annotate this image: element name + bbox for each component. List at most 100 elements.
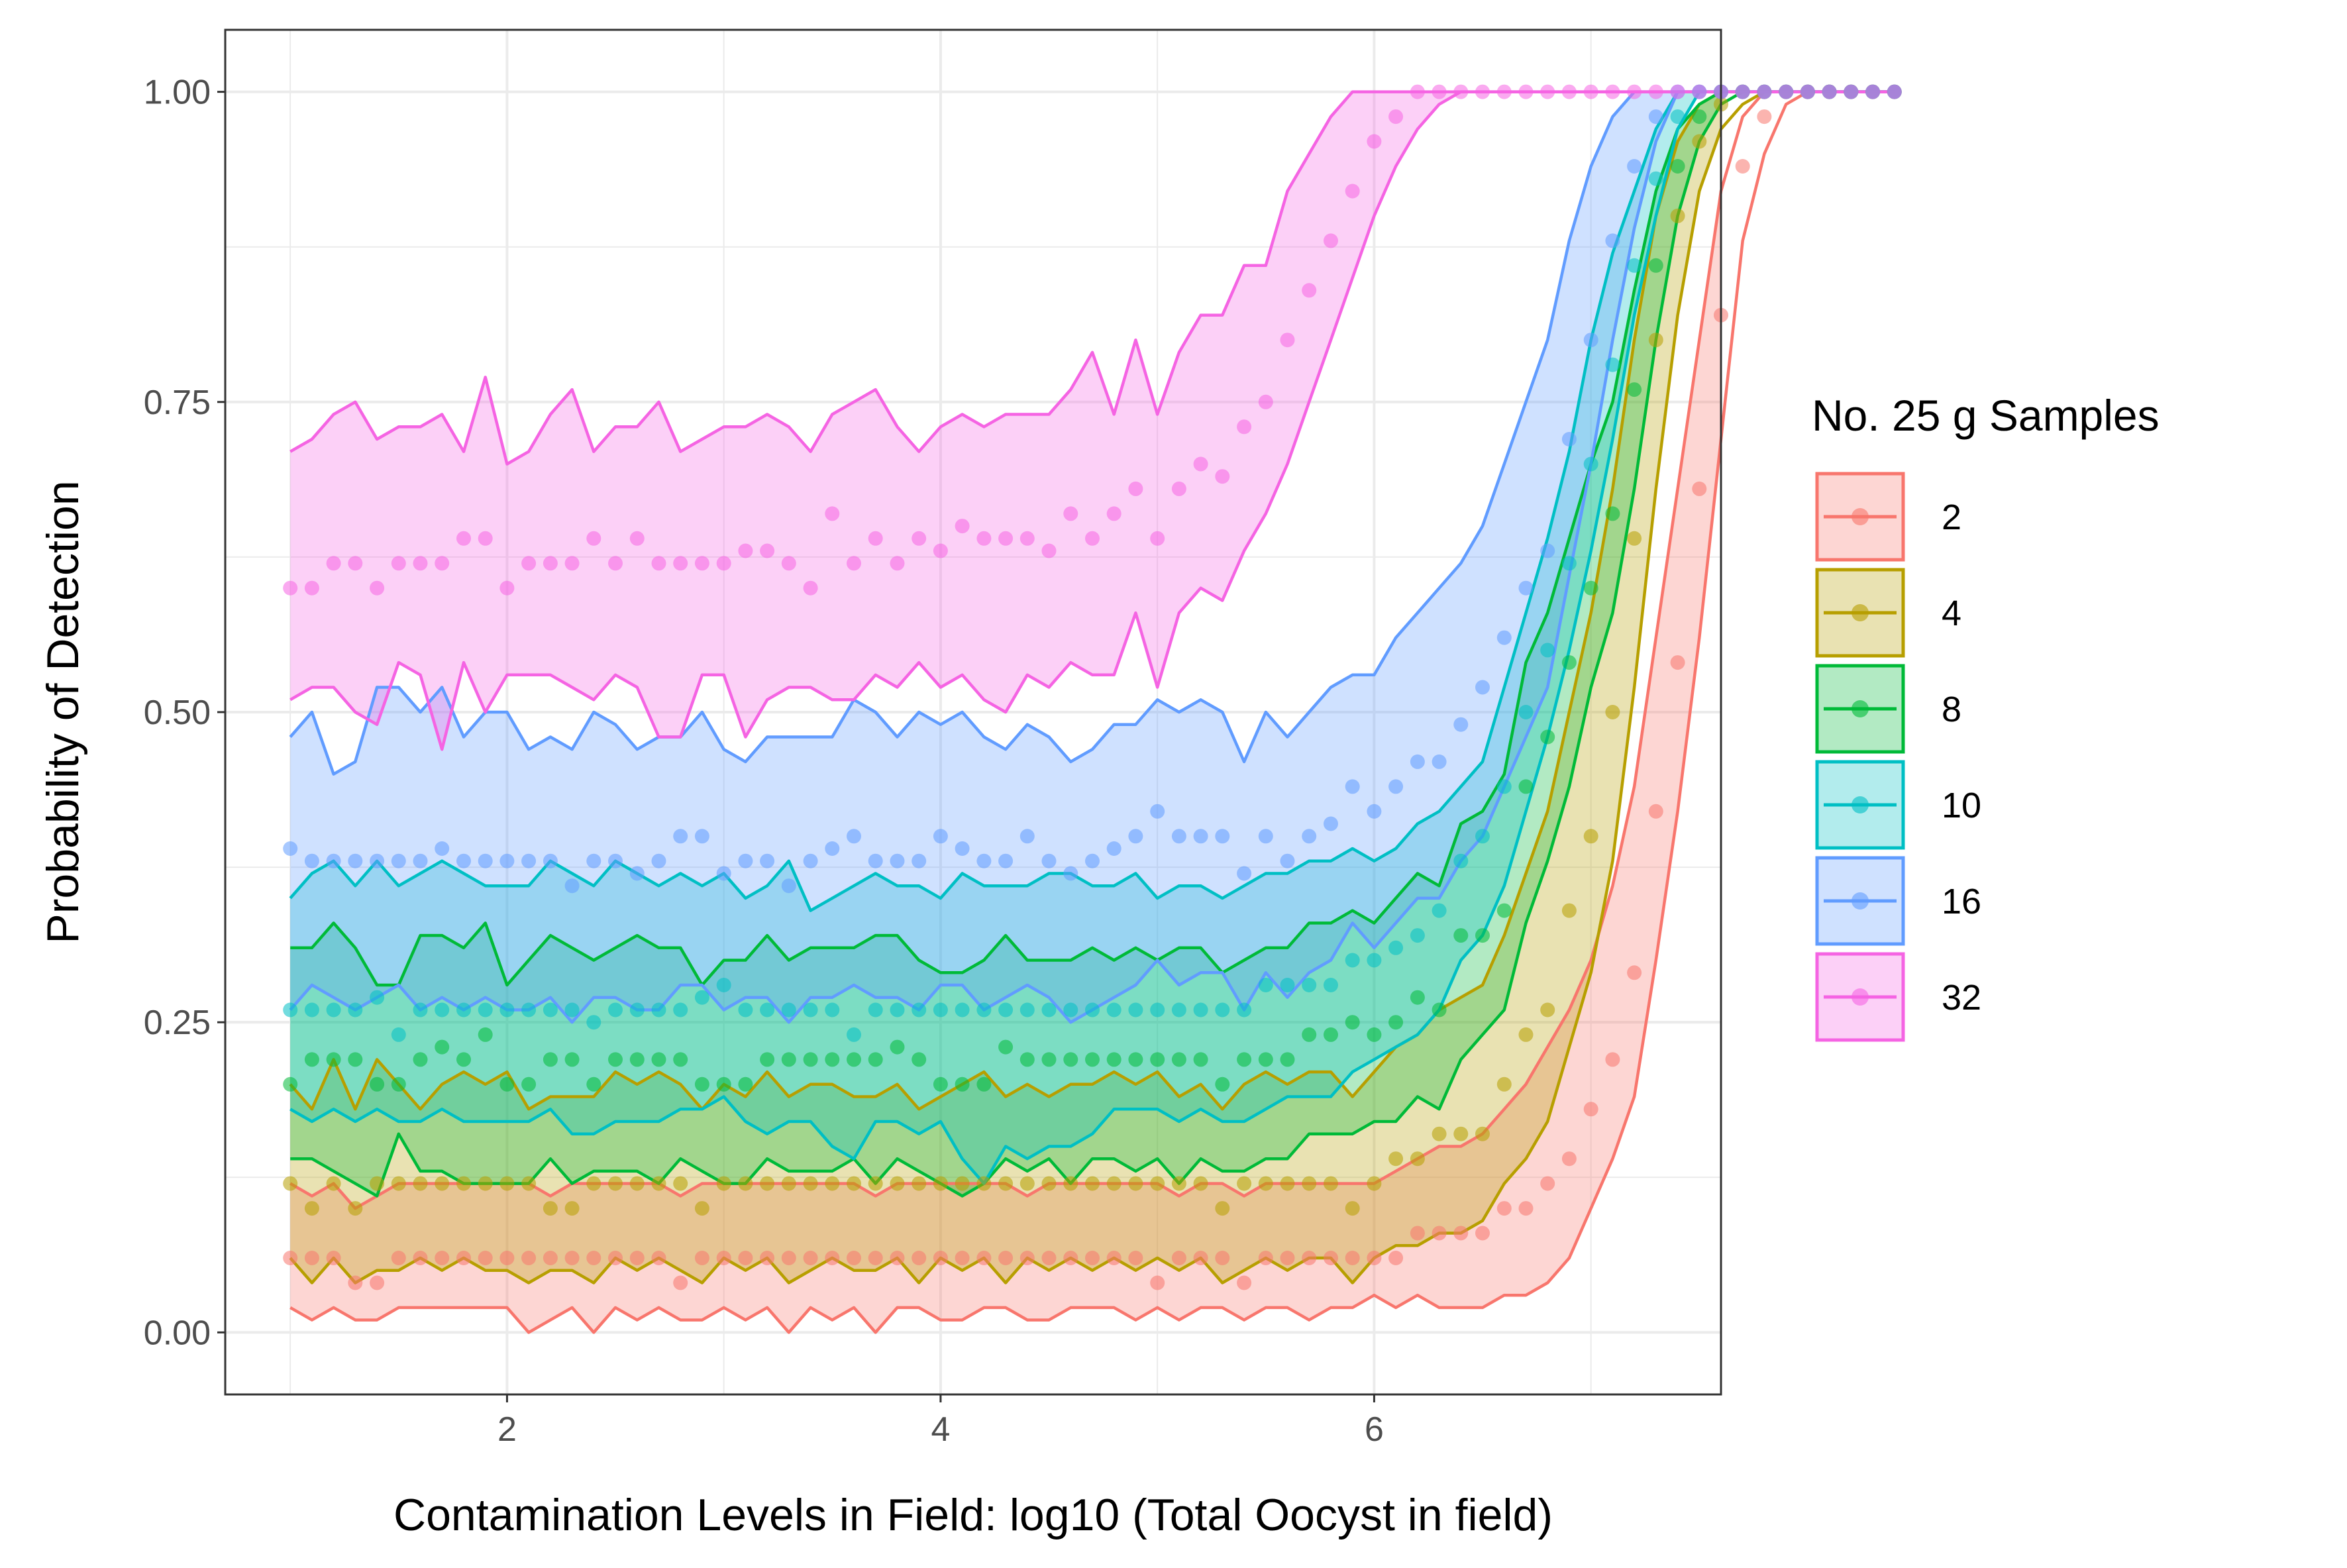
lower-line-2 — [289, 90, 1895, 1334]
point-16 — [304, 853, 319, 868]
point-32 — [1432, 84, 1447, 99]
point-2 — [673, 1275, 688, 1290]
point-16 — [391, 853, 406, 868]
lower-line-10 — [289, 90, 1895, 1185]
point-32 — [1106, 506, 1121, 521]
point-2 — [1171, 1251, 1186, 1265]
point-10 — [1085, 1002, 1100, 1018]
point-10 — [1453, 853, 1469, 868]
point-32 — [1019, 531, 1035, 546]
x-axis-title: Contamination Levels in Field: log10 (To… — [393, 1490, 1553, 1540]
point-16 — [1063, 866, 1078, 881]
point-8 — [976, 1076, 992, 1092]
point-10 — [543, 1002, 558, 1018]
point-32 — [1280, 333, 1295, 348]
legend-title: No. 25 g Samples — [1812, 391, 2160, 440]
point-32 — [1496, 84, 1512, 99]
point-16 — [694, 829, 709, 844]
point-8 — [955, 1076, 970, 1092]
point-4 — [391, 1176, 406, 1191]
point-8 — [868, 1052, 883, 1067]
point-16 — [955, 841, 970, 856]
point-10 — [1518, 705, 1534, 719]
point-32 — [1561, 84, 1577, 99]
point-2 — [1302, 1251, 1317, 1265]
point-4 — [348, 1201, 363, 1216]
point-2 — [1453, 1226, 1469, 1241]
point-10 — [1670, 109, 1685, 125]
point-10 — [499, 1002, 515, 1018]
point-2 — [1367, 1251, 1382, 1265]
point-32 — [456, 531, 471, 546]
point-32 — [1735, 84, 1750, 99]
point-32 — [1388, 109, 1404, 125]
point-4 — [1215, 1201, 1230, 1216]
point-32 — [825, 506, 840, 521]
point-8 — [1475, 928, 1490, 943]
point-10 — [1475, 829, 1490, 844]
point-8 — [694, 1076, 709, 1092]
lower-line-4 — [289, 90, 1895, 1284]
point-10 — [348, 1002, 363, 1018]
point-16 — [1280, 853, 1295, 868]
point-10 — [564, 1002, 580, 1018]
point-4 — [1627, 531, 1642, 546]
point-16 — [1150, 804, 1165, 819]
point-8 — [499, 1076, 515, 1092]
point-2 — [521, 1251, 537, 1265]
y-tick-label: 0.50 — [144, 694, 211, 732]
point-4 — [976, 1176, 992, 1191]
point-10 — [890, 1002, 905, 1018]
point-2 — [1193, 1251, 1208, 1265]
point-8 — [1106, 1052, 1121, 1067]
point-16 — [976, 853, 992, 868]
point-2 — [1345, 1251, 1360, 1265]
point-32 — [955, 519, 970, 534]
point-32 — [1865, 84, 1881, 99]
point-2 — [760, 1251, 775, 1265]
point-4 — [1388, 1151, 1404, 1167]
point-4 — [1171, 1176, 1186, 1191]
point-2 — [847, 1251, 861, 1265]
point-10 — [586, 1015, 601, 1030]
point-4 — [283, 1176, 298, 1191]
point-8 — [1280, 1052, 1295, 1067]
point-2 — [803, 1251, 818, 1265]
point-8 — [1063, 1052, 1078, 1067]
point-16 — [651, 853, 666, 868]
point-16 — [1518, 580, 1534, 596]
point-4 — [803, 1176, 818, 1191]
point-4 — [760, 1176, 775, 1191]
point-4 — [478, 1176, 493, 1191]
point-16 — [283, 841, 298, 856]
point-2 — [912, 1251, 927, 1265]
point-16 — [1583, 333, 1598, 348]
point-2 — [564, 1251, 580, 1265]
point-10 — [326, 1002, 341, 1018]
point-2 — [1258, 1251, 1273, 1265]
series-points — [283, 84, 1902, 1290]
point-2 — [1518, 1201, 1534, 1216]
legend-label-4: 4 — [1942, 594, 1961, 633]
point-4 — [435, 1176, 450, 1191]
x-tick-label: 2 — [497, 1410, 517, 1449]
point-32 — [348, 556, 363, 571]
point-32 — [304, 580, 319, 596]
point-10 — [629, 1002, 645, 1018]
point-32 — [1648, 84, 1663, 99]
point-32 — [738, 543, 753, 558]
point-2 — [1496, 1201, 1512, 1216]
point-8 — [651, 1052, 666, 1067]
point-10 — [716, 978, 731, 992]
axes: 0.00 0.25 0.50 0.75 1.00 2 4 6 — [144, 74, 1384, 1449]
point-32 — [543, 556, 558, 571]
point-4 — [1367, 1176, 1382, 1191]
point-10 — [847, 1027, 861, 1042]
point-2 — [955, 1251, 970, 1265]
point-16 — [1019, 829, 1035, 844]
point-4 — [1128, 1176, 1143, 1191]
legend-key-point-8 — [1852, 700, 1869, 717]
point-10 — [1019, 1002, 1035, 1018]
point-32 — [976, 531, 992, 546]
